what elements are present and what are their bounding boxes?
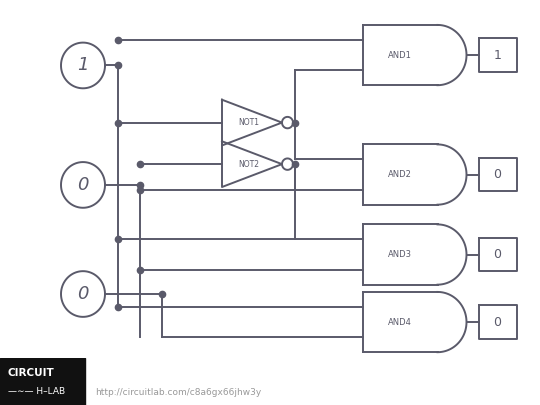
Text: AND2: AND2	[388, 170, 412, 179]
Text: 0: 0	[494, 315, 502, 328]
Text: 0: 0	[77, 285, 89, 303]
Text: —∼— H–LAB: —∼— H–LAB	[8, 387, 65, 396]
Text: http://circuitlab.com/c8a6gx66jhw3y: http://circuitlab.com/c8a6gx66jhw3y	[95, 388, 261, 396]
Bar	[0, 358, 85, 405]
Text: 1: 1	[77, 56, 89, 75]
Text: AND1: AND1	[388, 51, 412, 60]
Text: CIRCUIT: CIRCUIT	[8, 368, 55, 378]
Text: 0: 0	[77, 176, 89, 194]
Text: NOT2: NOT2	[239, 160, 260, 168]
Text: NOT1: NOT1	[239, 118, 260, 127]
Text: 1: 1	[494, 49, 502, 62]
Text: 0: 0	[494, 248, 502, 261]
Text: AND4: AND4	[388, 318, 412, 326]
Text: glanger / HW26Problem24.44: glanger / HW26Problem24.44	[95, 368, 268, 378]
Text: 0: 0	[494, 168, 502, 181]
Text: AND3: AND3	[388, 250, 412, 259]
